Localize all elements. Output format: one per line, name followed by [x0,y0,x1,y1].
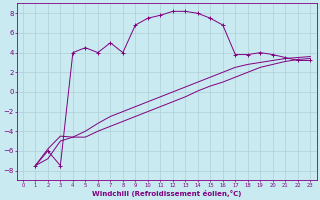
X-axis label: Windchill (Refroidissement éolien,°C): Windchill (Refroidissement éolien,°C) [92,190,241,197]
